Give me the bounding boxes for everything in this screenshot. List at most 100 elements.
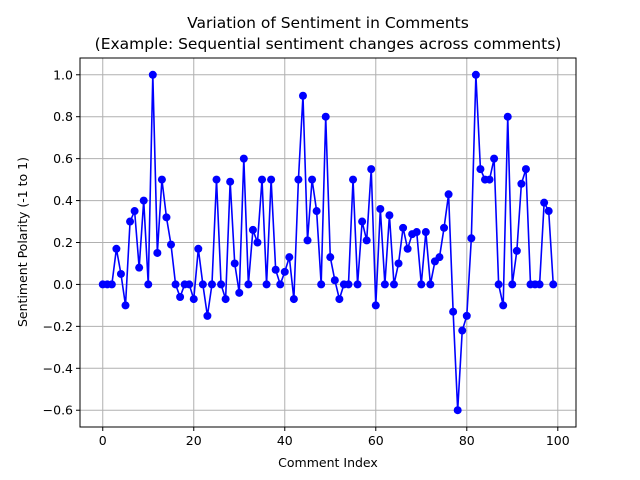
y-tick-label: 0.6 <box>53 151 73 166</box>
data-point <box>380 280 389 289</box>
data-point <box>157 175 166 184</box>
data-point <box>162 213 171 222</box>
x-axis-label: Comment Index <box>278 455 378 470</box>
data-point <box>171 280 180 289</box>
data-point <box>112 244 121 253</box>
data-point <box>349 175 358 184</box>
data-series <box>98 70 558 415</box>
data-point <box>258 175 267 184</box>
data-point <box>221 295 230 304</box>
data-point <box>289 295 298 304</box>
x-tick-label: 20 <box>186 433 202 448</box>
chart-title: Variation of Sentiment in Comments <box>187 14 469 32</box>
data-point <box>135 263 144 272</box>
data-point <box>476 165 485 174</box>
data-point <box>412 228 421 237</box>
data-point <box>107 280 116 289</box>
data-point <box>362 236 371 245</box>
data-point <box>144 280 153 289</box>
y-axis-label: Sentiment Polarity (-1 to 1) <box>15 157 30 327</box>
data-point <box>312 207 321 216</box>
data-point <box>308 175 317 184</box>
y-tick-label: 0.4 <box>53 193 73 208</box>
data-point <box>130 207 139 216</box>
data-point <box>344 280 353 289</box>
data-point <box>198 280 207 289</box>
data-point <box>444 190 453 199</box>
data-point <box>148 70 157 79</box>
x-tick-label: 60 <box>368 433 384 448</box>
data-point <box>540 198 549 207</box>
y-tick-label: 0.8 <box>53 109 73 124</box>
x-tick-label: 100 <box>546 433 570 448</box>
data-point <box>271 265 280 274</box>
series-line <box>102 73 555 412</box>
data-point <box>262 280 271 289</box>
data-point <box>185 280 194 289</box>
data-point <box>239 154 248 163</box>
data-point <box>194 244 203 253</box>
data-point <box>421 228 430 237</box>
data-point <box>467 234 476 243</box>
data-point <box>121 301 130 310</box>
data-point <box>494 280 503 289</box>
axis-ticks: 0 20 40 60 80 100 −0.6 −0.4 −0.2 0.0 0.2 0.4 0.6 0.8 1… <box>43 67 570 448</box>
data-point <box>376 204 385 213</box>
data-point <box>153 248 162 257</box>
data-point <box>403 244 412 253</box>
data-point <box>485 175 494 184</box>
data-point <box>212 175 221 184</box>
data-point <box>139 196 148 205</box>
data-point <box>298 91 307 100</box>
y-tick-label: −0.2 <box>43 319 73 334</box>
y-tick-label: 1.0 <box>53 67 73 82</box>
data-point <box>517 179 526 188</box>
data-point <box>449 307 458 316</box>
data-point <box>440 223 449 232</box>
data-point <box>280 267 289 276</box>
x-tick-label: 0 <box>99 433 107 448</box>
data-point <box>176 293 185 302</box>
y-tick-label: −0.6 <box>43 403 73 418</box>
data-point <box>326 253 335 262</box>
data-point <box>335 295 344 304</box>
data-point <box>458 326 467 335</box>
data-point <box>435 253 444 262</box>
data-point <box>267 175 276 184</box>
data-point <box>358 217 367 226</box>
data-point <box>385 211 394 220</box>
y-tick-label: 0.0 <box>53 277 73 292</box>
data-point <box>521 165 530 174</box>
x-tick-label: 40 <box>277 433 293 448</box>
data-point <box>276 280 285 289</box>
data-point <box>244 280 253 289</box>
data-point <box>203 311 212 320</box>
data-point <box>462 311 471 320</box>
data-point <box>321 112 330 121</box>
x-tick-label: 80 <box>459 433 475 448</box>
data-point <box>189 295 198 304</box>
data-point <box>399 223 408 232</box>
data-point <box>217 280 226 289</box>
data-point <box>394 259 403 268</box>
data-point <box>453 406 462 415</box>
data-point <box>471 70 480 79</box>
data-point <box>512 246 521 255</box>
data-point <box>544 207 553 216</box>
data-point <box>353 280 362 289</box>
data-point <box>230 259 239 268</box>
data-point <box>549 280 558 289</box>
data-point <box>167 240 176 249</box>
data-point <box>226 177 235 186</box>
y-tick-label: 0.2 <box>53 235 73 250</box>
data-point <box>235 288 244 297</box>
data-point <box>116 269 125 278</box>
data-point <box>248 225 257 234</box>
data-point <box>253 238 262 247</box>
data-point <box>330 276 339 285</box>
data-point <box>317 280 326 289</box>
data-point <box>285 253 294 262</box>
data-point <box>207 280 216 289</box>
data-point <box>490 154 499 163</box>
